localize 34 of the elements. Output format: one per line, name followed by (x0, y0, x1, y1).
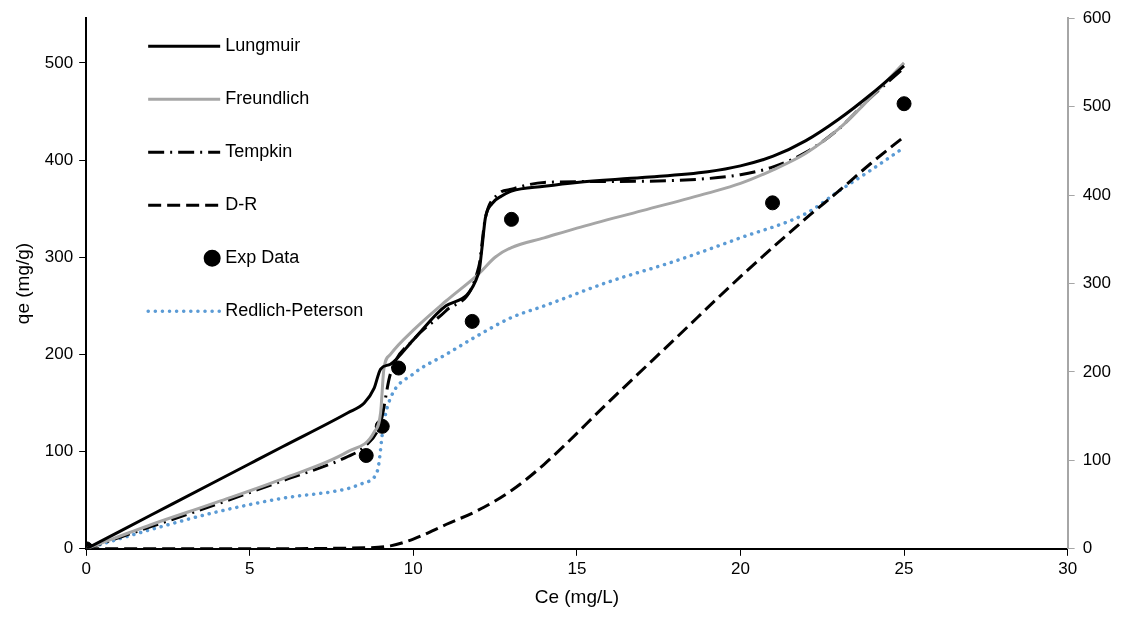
x-tick-label: 5 (245, 558, 255, 578)
y2-tick-label: 200 (1082, 361, 1112, 381)
legend-label: Lungmuir (225, 35, 301, 56)
point (464, 313, 480, 329)
y2-tick-label: 300 (1082, 273, 1112, 293)
x-tick-label: 15 (567, 558, 587, 578)
x-tick-label: 30 (1058, 558, 1078, 578)
x-tick-label: 10 (403, 558, 423, 578)
y2-tick-label: 0 (1082, 538, 1093, 558)
x-tick-label: 0 (81, 558, 91, 578)
y-tick-label: 400 (44, 149, 74, 169)
legend-label: Exp Data (225, 247, 301, 268)
point (358, 448, 374, 464)
y-tick-label: 300 (44, 246, 74, 266)
point (896, 96, 912, 112)
x-tick-label: 20 (731, 558, 750, 578)
y-tick-label: 100 (44, 441, 74, 461)
y2-tick-label: 600 (1082, 7, 1112, 27)
y2-tick-label: 100 (1082, 450, 1112, 470)
point (765, 195, 781, 211)
y-tick-label: 0 (63, 538, 74, 558)
point (391, 360, 407, 376)
legend-label: Tempkin (225, 141, 293, 162)
y-tick-label: 500 (44, 52, 74, 72)
x-tick-label: 25 (894, 558, 914, 578)
legend-label: Redlich-Peterson (225, 300, 364, 321)
y2-tick-label: 400 (1082, 184, 1112, 204)
legend-label: D-R (225, 194, 258, 215)
y-tick-label: 200 (44, 344, 74, 364)
y-axis-title: qe (mg/g) (11, 242, 33, 325)
y2-tick-label: 500 (1082, 96, 1112, 116)
point (503, 211, 519, 227)
x-axis-title: Ce (mg/L) (534, 585, 620, 607)
legend-label: Freundlich (225, 88, 310, 109)
